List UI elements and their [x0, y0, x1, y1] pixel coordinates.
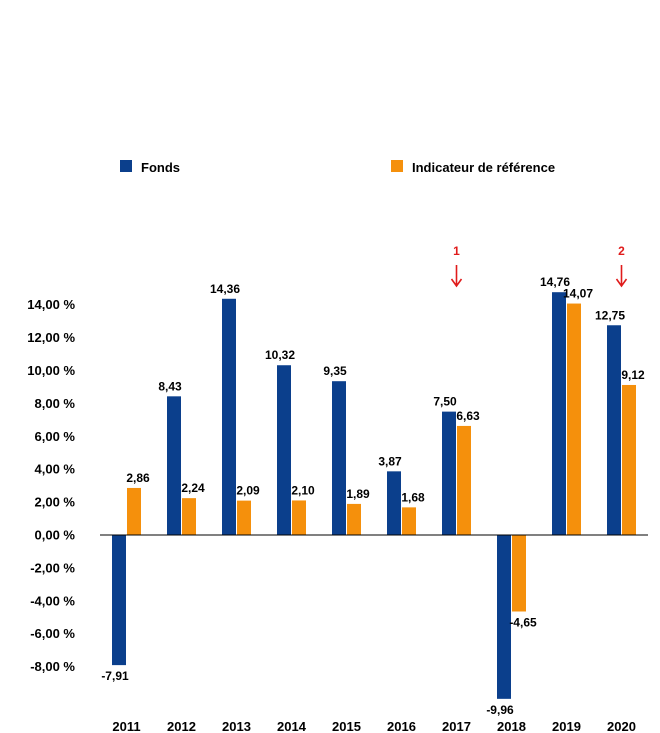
- y-tick-label: 0,00 %: [35, 528, 76, 543]
- bar-fonds: [497, 535, 511, 699]
- y-tick-label: -4,00 %: [30, 593, 75, 608]
- data-labels: -7,91 2,86 8,43 2,24 14,36 2,09 10,32 2,10 9,35 1…: [101, 275, 645, 717]
- data-label-indicateur: 6,63: [456, 409, 480, 423]
- bar-indicateur: [292, 500, 306, 535]
- bar-indicateur: [622, 384, 636, 535]
- data-label-indicateur: 2,10: [291, 483, 315, 497]
- bar-indicateur: [182, 498, 196, 535]
- bar-indicateur: [347, 503, 361, 535]
- data-label-indicateur: 1,89: [346, 487, 370, 501]
- data-label-indicateur: -4,65: [509, 615, 537, 629]
- data-label-indicateur: 9,12: [621, 368, 645, 382]
- marker-number: 2: [618, 244, 625, 258]
- data-label-fonds: 14,76: [540, 275, 570, 289]
- data-label-fonds: 10,32: [265, 348, 295, 362]
- bar-fonds: [112, 535, 126, 666]
- bar-indicateur: [512, 535, 526, 612]
- y-tick-label: -2,00 %: [30, 560, 75, 575]
- bar-fonds: [442, 411, 456, 535]
- y-tick-label: 8,00 %: [35, 396, 76, 411]
- data-label-indicateur: 14,07: [563, 287, 593, 301]
- bar-indicateur: [567, 303, 581, 535]
- legend-swatch-indicateur: [391, 160, 403, 172]
- marker-number: 1: [453, 244, 460, 258]
- y-tick-label: 14,00 %: [27, 297, 75, 312]
- legend-swatch-fonds: [120, 160, 132, 172]
- bar-fonds: [387, 471, 401, 535]
- bar-fonds: [332, 381, 346, 535]
- data-label-fonds: -9,96: [486, 703, 514, 717]
- y-tick-label: 10,00 %: [27, 363, 75, 378]
- marker-arrow-icon: [615, 265, 628, 288]
- x-tick-label: 2018: [497, 719, 526, 733]
- y-axis: 14,00 % 12,00 % 10,00 % 8,00 % 6,00 % 4,00 % 2…: [27, 297, 75, 674]
- data-label-indicateur: 2,24: [181, 481, 205, 495]
- y-tick-label: 4,00 %: [35, 462, 76, 477]
- data-label-fonds: 9,35: [323, 364, 347, 378]
- bar-fonds: [552, 292, 566, 535]
- y-tick-label: 2,00 %: [35, 495, 76, 510]
- y-tick-label: 6,00 %: [35, 429, 76, 444]
- data-label-indicateur: 1,68: [401, 490, 425, 504]
- x-tick-label: 2019: [552, 719, 581, 733]
- bar-fonds: [277, 365, 291, 535]
- x-tick-label: 2012: [167, 719, 196, 733]
- data-label-fonds: 7,50: [433, 395, 457, 409]
- y-tick-label: -6,00 %: [30, 626, 75, 641]
- bar-indicateur: [237, 500, 251, 535]
- x-axis: 2011 2012 2013 2014 2015 2016 2017 2018 2019 2020: [112, 719, 636, 733]
- x-tick-label: 2015: [332, 719, 361, 733]
- data-label-fonds: 8,43: [158, 379, 182, 393]
- bar-fonds: [607, 325, 621, 535]
- legend-label-indicateur: Indicateur de référence: [412, 160, 555, 175]
- bar-indicateur: [457, 425, 471, 535]
- marker-arrow-icon: [450, 265, 463, 288]
- legend: Fonds Indicateur de référence: [120, 160, 555, 175]
- data-label-fonds: 3,87: [378, 454, 402, 468]
- bars: [112, 292, 636, 699]
- data-label-indicateur: 2,09: [236, 484, 260, 498]
- x-tick-label: 2014: [277, 719, 307, 733]
- x-tick-label: 2016: [387, 719, 416, 733]
- x-tick-label: 2017: [442, 719, 471, 733]
- bar-fonds: [222, 298, 236, 535]
- x-tick-label: 2013: [222, 719, 251, 733]
- y-tick-label: -8,00 %: [30, 659, 75, 674]
- bar-fonds: [167, 396, 181, 535]
- x-tick-label: 2011: [112, 719, 140, 733]
- data-label-indicateur: 2,86: [126, 471, 150, 485]
- y-tick-label: 12,00 %: [27, 330, 75, 345]
- bar-indicateur: [127, 487, 141, 535]
- data-label-fonds: -7,91: [101, 669, 129, 683]
- data-label-fonds: 12,75: [595, 308, 625, 322]
- x-tick-label: 2020: [607, 719, 636, 733]
- legend-label-fonds: Fonds: [141, 160, 180, 175]
- bar-indicateur: [402, 507, 416, 535]
- data-label-fonds: 14,36: [210, 282, 240, 296]
